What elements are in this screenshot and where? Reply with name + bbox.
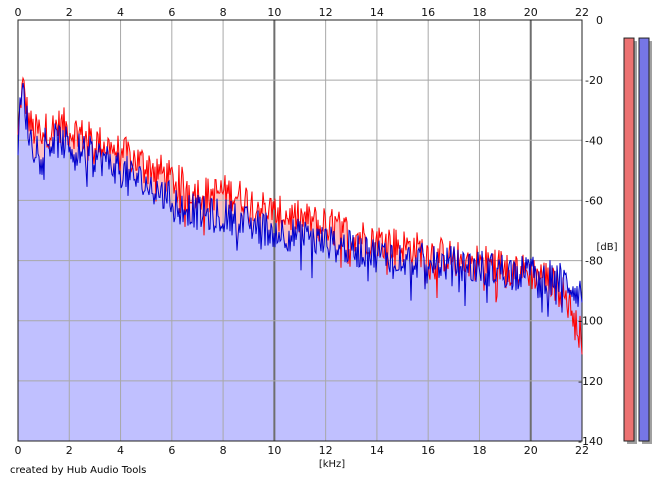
x-tick-label-top: 14	[370, 6, 384, 19]
y-tick-label: -80	[585, 255, 603, 268]
x-axis-unit: [kHz]	[319, 459, 345, 470]
x-tick-label-top: 22	[575, 6, 589, 19]
y-tick-label: -100	[578, 315, 603, 328]
x-tick-label-top: 2	[66, 6, 73, 19]
x-tick-label-bottom: 6	[168, 444, 175, 457]
x-tick-label-bottom: 20	[524, 444, 538, 457]
y-tick-label: -60	[585, 194, 603, 207]
x-tick-label-bottom: 18	[472, 444, 486, 457]
y-tick-label: -40	[585, 134, 603, 147]
y-tick-label: -140	[578, 435, 603, 448]
x-tick-label-bottom: 16	[421, 444, 435, 457]
x-tick-label-bottom: 0	[15, 444, 22, 457]
x-tick-label-bottom: 12	[319, 444, 333, 457]
x-tick-label-top: 18	[472, 6, 486, 19]
y-tick-label: -120	[578, 375, 603, 388]
credit-text: created by Hub Audio Tools	[10, 465, 146, 476]
x-tick-label-bottom: 2	[66, 444, 73, 457]
x-tick-label-top: 0	[15, 6, 22, 19]
level-meters	[623, 37, 652, 445]
x-tick-label-top: 12	[319, 6, 333, 19]
y-axis-unit: [dB]	[596, 242, 617, 253]
blue-spectrum-fill	[18, 83, 582, 441]
y-tick-label: -20	[585, 74, 603, 87]
blue-series-line	[17, 83, 583, 317]
x-tick-label-bottom: 14	[370, 444, 384, 457]
x-tick-label-top: 16	[421, 6, 435, 19]
x-tick-label-top: 4	[117, 6, 124, 19]
spectrum-lines	[17, 76, 583, 355]
red-level-meter	[623, 37, 635, 442]
tick-labels: 002244668810101212141416161818202022220-…	[15, 6, 604, 457]
blue-level-meter	[638, 37, 650, 442]
x-tick-label-top: 8	[220, 6, 227, 19]
x-tick-label-bottom: 22	[575, 444, 589, 457]
x-tick-label-top: 20	[524, 6, 538, 19]
plot-frame	[17, 19, 583, 442]
x-tick-label-top: 10	[267, 6, 281, 19]
x-tick-label-bottom: 8	[220, 444, 227, 457]
y-tick-label: 0	[596, 14, 603, 27]
grid-layer	[17, 19, 583, 442]
x-tick-label-bottom: 4	[117, 444, 124, 457]
x-tick-label-top: 6	[168, 6, 175, 19]
x-tick-label-bottom: 10	[267, 444, 281, 457]
